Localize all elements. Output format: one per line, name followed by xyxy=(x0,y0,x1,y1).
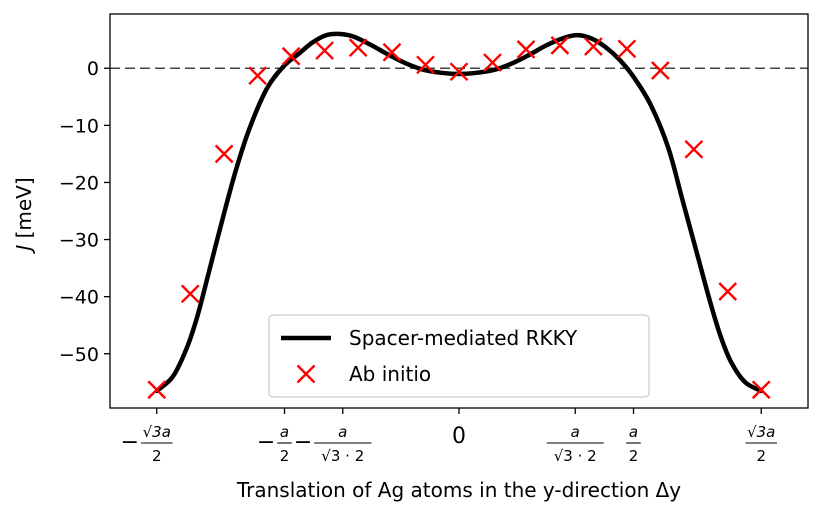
legend: Spacer-mediated RKKY Ab initio xyxy=(268,314,650,398)
x-tick-label: 0 xyxy=(452,424,466,449)
x-tick-denominator: 2 xyxy=(280,447,290,465)
y-tick-label: −50 xyxy=(59,344,99,366)
ab-initio-point xyxy=(718,282,738,301)
ab-initio-point xyxy=(281,46,301,66)
x-tick-label: √3a2 xyxy=(745,423,777,465)
y-axis-label-unit: [meV] xyxy=(12,177,36,244)
x-axis: √3a2− a2− a√3 · 2− 0 a√3 · 2a2√3a2 xyxy=(121,408,777,465)
ab-initio-point xyxy=(248,66,267,86)
x-tick-sign: − xyxy=(121,430,139,455)
ab-initio-point xyxy=(483,53,502,72)
legend-entry-label: Ab initio xyxy=(349,362,431,386)
y-axis-label: J [meV] xyxy=(12,177,36,254)
ab-initio-point xyxy=(416,55,435,75)
ab-initio-point xyxy=(617,39,637,59)
y-axis: 0 −10 −20 −30 −40 −50 xyxy=(59,58,110,366)
x-tick-label: √3a 2− xyxy=(121,423,173,465)
ab-initio-point xyxy=(550,36,570,55)
y-tick-label: 0 xyxy=(87,58,99,80)
ab-initio-point xyxy=(584,37,603,56)
y-tick-label: −40 xyxy=(59,287,99,309)
x-axis-label: Translation of Ag atoms in the y-directi… xyxy=(236,478,681,502)
x-tick-denominator: √3 · 2 xyxy=(321,447,364,465)
x-tick-sign: − xyxy=(257,430,275,455)
x-tick-label: a √3 · 2 xyxy=(546,423,604,465)
plot-area xyxy=(109,13,809,409)
x-tick-numerator: a xyxy=(629,423,638,441)
legend-x-swatch xyxy=(296,364,316,384)
legend-entry-label: Spacer-mediated RKKY xyxy=(349,326,578,350)
x-tick-denominator: √3 · 2 xyxy=(554,447,597,465)
ab-initio-point xyxy=(382,42,402,62)
x-tick-numerator: √3a xyxy=(143,423,171,441)
x-tick-label: a 2− xyxy=(257,423,292,465)
ab-initio-point xyxy=(214,144,234,164)
legend-box xyxy=(268,314,650,398)
x-tick-numerator: a xyxy=(571,423,580,441)
x-tick-denominator: 2 xyxy=(756,447,766,465)
ab-initio-point xyxy=(180,284,200,304)
ab-initio-point xyxy=(751,380,771,400)
ab-initio-point xyxy=(684,139,704,159)
ab-initio-point xyxy=(516,40,536,59)
y-tick-label: −10 xyxy=(59,115,99,137)
ab-initio-point xyxy=(651,61,670,80)
x-tick-label-text: 0 xyxy=(452,424,466,449)
x-tick-label: a √3 · 2− xyxy=(294,423,372,465)
x-tick-numerator: √3a xyxy=(747,423,775,441)
ab-initio-point xyxy=(449,62,469,82)
ab-initio-point xyxy=(147,380,167,400)
rkky-curve xyxy=(154,31,764,394)
svg-text:J [meV]: J [meV] xyxy=(12,177,36,254)
x-tick-numerator: a xyxy=(280,423,289,441)
y-axis-label-symbol: J xyxy=(12,245,36,255)
x-tick-numerator: a xyxy=(338,423,347,441)
ab-initio-point xyxy=(348,38,368,58)
x-tick-denominator: 2 xyxy=(629,447,639,465)
x-tick-label: a2 xyxy=(626,423,641,465)
y-tick-label: −20 xyxy=(59,172,99,194)
x-tick-denominator: 2 xyxy=(152,447,162,465)
ab-initio-point xyxy=(315,41,334,60)
x-tick-sign: − xyxy=(294,430,312,455)
y-tick-label: −30 xyxy=(59,230,99,252)
